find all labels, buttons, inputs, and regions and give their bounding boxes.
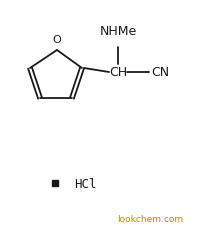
Text: lookchem.com: lookchem.com	[117, 215, 183, 225]
Text: HCl: HCl	[74, 178, 96, 190]
Text: CH: CH	[109, 67, 127, 79]
Text: CN: CN	[151, 67, 169, 79]
Text: NHMe: NHMe	[99, 25, 137, 38]
Text: O: O	[53, 35, 61, 45]
